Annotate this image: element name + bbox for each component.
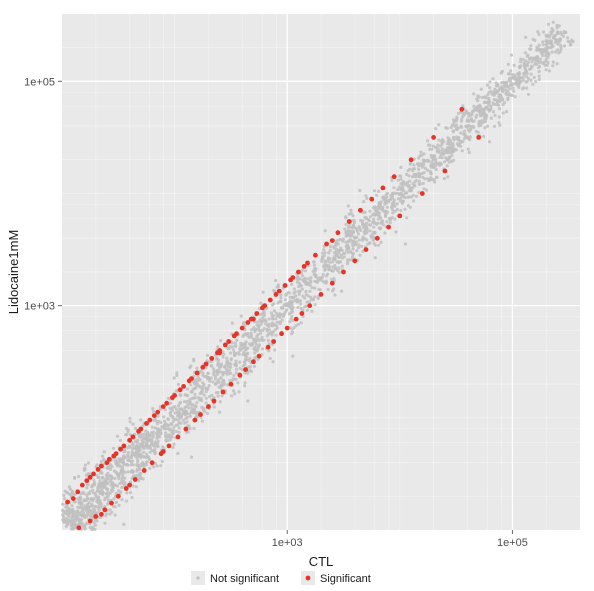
legend: Not significant Significant [191,571,371,585]
x-tick-label: 1e+05 [497,537,528,549]
legend-label: Significant [320,573,371,585]
legend-label: Not significant [210,573,279,585]
x-axis-title: CTL [309,554,334,569]
legend-marker [196,576,199,579]
legend-marker [306,576,311,581]
y-tick-label: 1e+03 [24,301,55,313]
x-tick-label: 1e+03 [272,537,303,549]
scatter-chart: 1e+03 1e+05 1e+03 1e+05 CTL Lidocaine1mM Not s… [0,0,594,591]
y-axis-title: Lidocaine1mM [6,230,21,315]
y-tick-label: 1e+05 [24,76,55,88]
